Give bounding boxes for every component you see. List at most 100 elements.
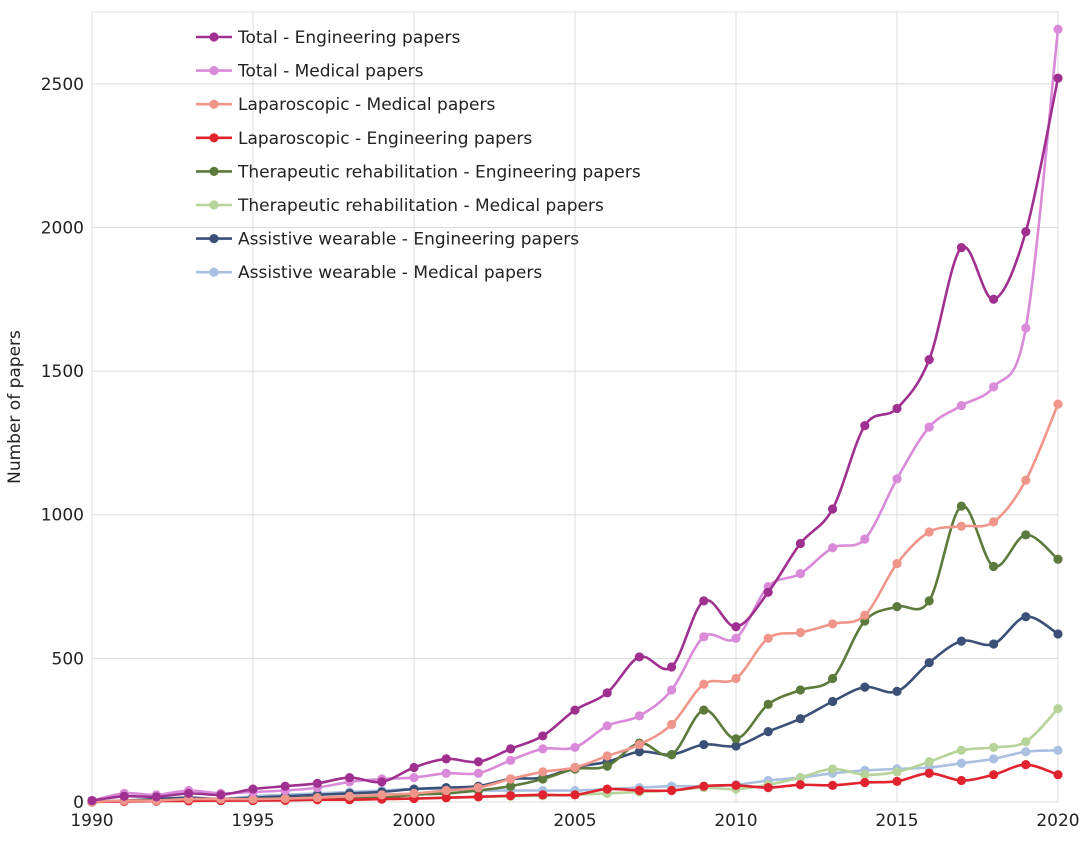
data-point — [795, 772, 806, 783]
legend-label: Assistive wearable - Medical papers — [238, 263, 542, 283]
data-point — [699, 739, 709, 750]
data-point — [699, 679, 709, 689]
legend-swatch-marker — [209, 99, 219, 109]
data-point — [892, 474, 902, 484]
data-point — [1021, 760, 1031, 770]
data-point — [377, 790, 387, 800]
data-point — [280, 781, 290, 791]
data-point — [570, 705, 580, 715]
data-point — [667, 785, 677, 796]
data-point — [184, 788, 194, 798]
legend-swatch-marker — [209, 200, 219, 210]
data-point — [989, 770, 999, 780]
data-point — [989, 639, 999, 649]
data-point — [731, 734, 741, 744]
data-point — [828, 673, 838, 684]
data-point — [570, 742, 580, 753]
data-point — [860, 421, 870, 431]
data-point — [506, 744, 516, 754]
data-point — [634, 739, 645, 750]
legend-entry: Total - Medical papers — [196, 62, 424, 82]
data-point — [1053, 554, 1063, 564]
data-point — [634, 711, 645, 721]
data-point — [989, 382, 999, 392]
data-point — [248, 794, 258, 804]
data-point — [828, 780, 838, 790]
data-point — [1021, 737, 1031, 747]
y-tick-label: 2500 — [41, 75, 84, 95]
data-point — [667, 662, 677, 672]
data-point — [538, 744, 548, 754]
data-point — [731, 633, 741, 643]
legend-swatch-marker — [209, 133, 219, 143]
data-point — [1021, 475, 1031, 485]
legend-entry: Assistive wearable - Medical papers — [196, 263, 542, 283]
legend-label: Laparoscopic - Medical papers — [238, 95, 496, 115]
data-point — [409, 788, 419, 798]
legend-label: Total - Medical papers — [237, 62, 424, 82]
data-point — [1053, 399, 1063, 409]
data-point — [538, 767, 548, 777]
data-point — [280, 793, 290, 804]
data-point — [602, 761, 612, 771]
x-tick-label: 2000 — [392, 811, 435, 831]
data-point — [441, 768, 451, 778]
data-point — [892, 776, 902, 786]
data-point — [216, 790, 226, 800]
data-point — [828, 504, 838, 514]
data-point — [473, 783, 483, 793]
legend-label: Therapeutic rehabilitation - Engineering… — [237, 162, 641, 182]
data-point — [731, 741, 741, 751]
data-point — [473, 768, 483, 778]
data-point — [1053, 770, 1063, 780]
data-point — [506, 755, 516, 765]
data-point — [956, 745, 967, 755]
y-tick-label: 500 — [52, 649, 84, 669]
legend-entry: Therapeutic rehabilitation - Engineering… — [196, 162, 641, 182]
data-point — [345, 791, 355, 801]
data-point — [602, 751, 612, 761]
data-point — [956, 400, 967, 411]
data-point — [989, 517, 999, 527]
data-point — [1053, 745, 1063, 755]
data-point — [763, 633, 773, 643]
data-point — [570, 762, 580, 773]
legend-swatch-marker — [209, 166, 219, 176]
data-point — [828, 619, 838, 629]
data-point — [441, 754, 451, 764]
legend-entry: Therapeutic rehabilitation - Medical pap… — [196, 196, 604, 216]
data-point — [699, 596, 709, 606]
data-point — [699, 705, 709, 715]
data-point — [860, 777, 870, 788]
data-point — [602, 688, 612, 698]
series-lines — [87, 24, 1063, 807]
data-point — [731, 673, 741, 684]
data-point — [860, 682, 870, 692]
data-point — [956, 775, 967, 786]
data-point — [473, 757, 483, 767]
legend-swatch-marker — [209, 66, 219, 76]
x-tick-label: 2010 — [714, 811, 757, 831]
data-point — [1021, 530, 1031, 540]
legend-swatch-marker — [209, 32, 219, 42]
x-tick-label: 1990 — [70, 811, 113, 831]
data-point — [87, 795, 97, 806]
data-point — [892, 602, 902, 612]
x-tick-label: 2015 — [875, 811, 918, 831]
data-point — [924, 768, 934, 778]
data-point — [699, 632, 709, 642]
x-tick-label: 1995 — [231, 811, 274, 831]
data-point — [634, 652, 645, 662]
data-point — [151, 792, 161, 802]
data-point — [570, 790, 580, 800]
data-point — [602, 784, 612, 794]
data-point — [602, 721, 612, 731]
data-point — [634, 785, 645, 796]
data-point — [989, 742, 999, 753]
data-point — [860, 534, 870, 544]
data-point — [1021, 227, 1031, 237]
data-point — [924, 422, 934, 432]
data-point — [795, 714, 806, 724]
